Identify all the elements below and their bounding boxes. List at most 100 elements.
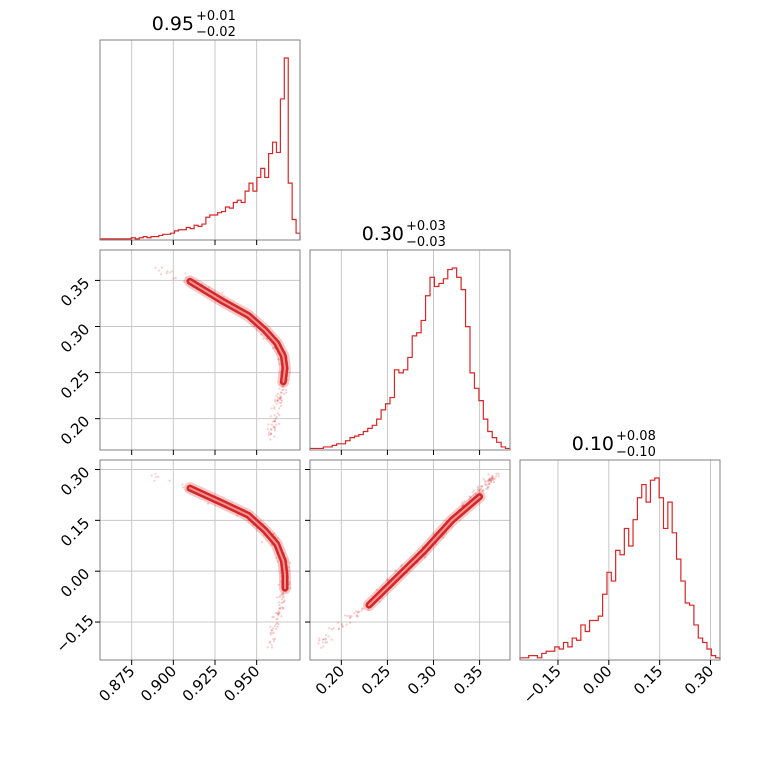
sample-point xyxy=(328,627,331,630)
sample-point xyxy=(277,358,280,361)
sample-point xyxy=(493,477,496,480)
scatter-panel-2-1: 0.20 0.25 0.30 0.35 xyxy=(305,459,511,698)
sample-point xyxy=(270,428,273,431)
sample-point xyxy=(322,645,325,648)
sample-point xyxy=(168,479,171,482)
sample-point xyxy=(278,422,281,425)
sample-point xyxy=(324,637,327,640)
sample-point xyxy=(287,566,291,569)
title-lower-error: −0.03 xyxy=(406,235,446,250)
sample-point xyxy=(280,399,284,403)
sample-point xyxy=(261,540,264,543)
sample-point xyxy=(282,607,285,610)
sample-point xyxy=(262,337,265,340)
sample-point xyxy=(322,638,325,641)
sample-point xyxy=(318,639,321,642)
x-tick-label: 0.900 xyxy=(137,662,180,705)
sample-point xyxy=(485,480,488,483)
sample-point xyxy=(276,399,279,402)
sample-point xyxy=(381,596,384,600)
sample-point xyxy=(286,560,289,563)
sample-point xyxy=(268,641,271,644)
axes-frame xyxy=(519,459,721,661)
y-tick-label: 0.25 xyxy=(57,366,93,402)
sample-point xyxy=(278,401,281,405)
y-tick-label: 0.15 xyxy=(57,514,93,550)
sample-point xyxy=(445,532,448,535)
sample-point xyxy=(150,474,153,477)
x-tick-label: 0.35 xyxy=(450,662,486,698)
sample-point xyxy=(289,561,292,565)
sample-point xyxy=(273,625,276,628)
sample-point xyxy=(276,399,279,402)
x-tick-label: 0.20 xyxy=(312,662,348,698)
sample-point xyxy=(273,425,276,428)
sample-point xyxy=(159,273,163,276)
title-upper-error: +0.08 xyxy=(616,429,656,444)
sample-point xyxy=(327,635,330,638)
sample-point xyxy=(468,498,471,501)
sample-point xyxy=(486,487,489,490)
sample-point xyxy=(279,370,282,373)
sample-point xyxy=(493,478,496,481)
sample-point xyxy=(486,479,490,483)
sample-point xyxy=(270,407,273,410)
sample-point xyxy=(273,427,277,430)
title-median: 0.95 xyxy=(152,13,194,35)
sample-point xyxy=(277,610,280,613)
sample-point xyxy=(321,641,324,644)
sample-point xyxy=(275,402,278,405)
sample-point xyxy=(271,347,275,350)
title-upper-error: +0.01 xyxy=(196,9,236,24)
sample-point xyxy=(324,638,327,641)
sample-point xyxy=(479,488,482,491)
sample-point xyxy=(378,600,382,603)
sample-point xyxy=(279,594,282,597)
sample-point xyxy=(278,397,282,400)
sample-point xyxy=(267,431,270,434)
sample-point xyxy=(279,397,282,400)
sample-point xyxy=(279,607,282,610)
sample-point xyxy=(484,483,487,487)
sample-point xyxy=(330,627,334,631)
sample-point xyxy=(423,556,426,559)
sample-point xyxy=(221,291,224,294)
sample-point xyxy=(273,419,277,423)
sample-point xyxy=(353,612,356,615)
sample-point xyxy=(386,578,389,581)
panel-contents xyxy=(154,266,292,441)
sample-point xyxy=(492,480,496,484)
axes-frame xyxy=(99,459,301,661)
sample-point xyxy=(272,631,275,634)
density-contour-core xyxy=(189,487,286,590)
sample-point xyxy=(356,615,360,618)
sample-point xyxy=(154,266,157,269)
sample-point xyxy=(318,637,321,640)
sample-point xyxy=(270,643,273,646)
sample-point xyxy=(348,614,351,617)
sample-point xyxy=(435,543,438,546)
sample-point xyxy=(289,587,292,590)
sample-point xyxy=(283,600,286,603)
sample-point xyxy=(269,633,272,636)
x-tick-label: 0.950 xyxy=(220,662,263,705)
sample-point xyxy=(172,277,175,280)
sample-point xyxy=(280,601,283,605)
sample-point xyxy=(277,583,280,587)
sample-point xyxy=(360,609,363,612)
sample-point xyxy=(358,610,361,613)
sample-point xyxy=(280,401,283,405)
sample-point xyxy=(478,488,482,491)
sample-point xyxy=(481,489,484,492)
sample-point xyxy=(361,607,364,610)
sample-point xyxy=(281,389,284,392)
sample-point xyxy=(281,385,284,388)
sample-point xyxy=(276,621,279,625)
sample-point xyxy=(269,433,272,436)
sample-point xyxy=(367,608,370,611)
sample-point xyxy=(282,392,286,395)
histogram-step-line xyxy=(519,477,721,660)
sample-point xyxy=(272,637,275,641)
sample-point xyxy=(487,479,491,482)
